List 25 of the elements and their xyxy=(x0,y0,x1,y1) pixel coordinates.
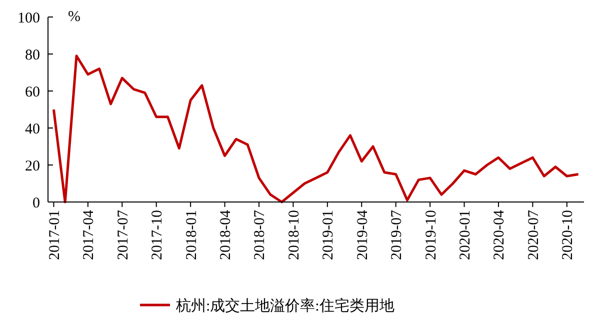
y-tick-label: 80 xyxy=(25,47,40,64)
legend-label: 杭州:成交土地溢价率:住宅类用地 xyxy=(175,297,394,314)
x-tick-label: 2018-07 xyxy=(252,210,268,260)
x-tick-label: 2017-01 xyxy=(46,210,63,260)
y-tick-label: 100 xyxy=(18,10,40,26)
x-tick-label: 2019-07 xyxy=(389,210,406,260)
line-series xyxy=(52,54,580,204)
x-tick-label: 2018-10 xyxy=(286,210,302,260)
x-tick-label: 2019-01 xyxy=(320,210,337,260)
y-tick-label: 20 xyxy=(25,158,40,174)
x-tick-label: 2020-07 xyxy=(526,210,542,260)
x-tick-label: 2020-10 xyxy=(560,210,576,260)
x-tick-label: 2017-10 xyxy=(150,210,166,260)
y-tick-label: 0 xyxy=(32,195,40,212)
x-tick-label: 2017-04 xyxy=(81,210,98,260)
x-tick-label: 2020-04 xyxy=(492,210,508,260)
y-tick-label: 60 xyxy=(25,84,40,100)
x-tick-label: 2017-07 xyxy=(115,210,132,260)
x-tick-label: 2018-04 xyxy=(218,210,234,260)
x-tick-label: 2019-04 xyxy=(354,210,371,260)
x-tick-label: 2018-01 xyxy=(184,210,200,260)
x-tick-label: 2019-10 xyxy=(423,210,440,260)
y-tick-label: 40 xyxy=(25,121,40,138)
y-axis-title: % xyxy=(68,9,80,25)
x-tick-label: 2020-01 xyxy=(458,210,474,260)
